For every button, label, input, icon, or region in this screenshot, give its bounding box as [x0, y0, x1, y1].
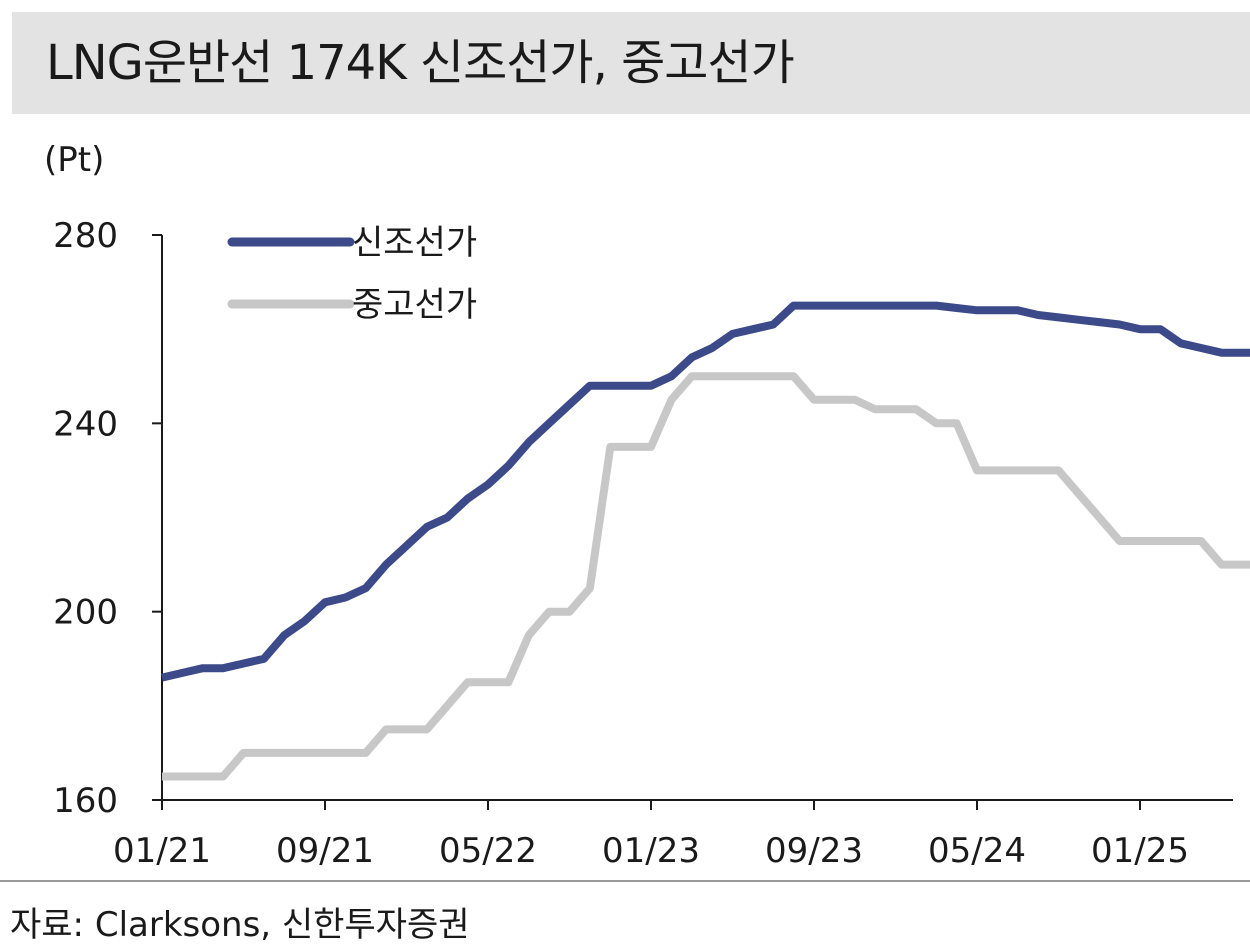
y-tick-label: 200 — [53, 593, 118, 633]
y-tick-label: 160 — [53, 781, 118, 821]
source-divider — [0, 880, 1250, 882]
chart-title: LNG운반선 174K 신조선가, 중고선가 — [46, 35, 795, 91]
y-tick-label: 280 — [53, 216, 118, 256]
series-line-second-hand — [162, 372, 1250, 781]
y-tick-label: 240 — [53, 404, 118, 444]
line-chart: 160 200 240 280 01/21 09/21 05/22 01/23 09/23 05/… — [53, 216, 1250, 871]
x-tick-label: 09/23 — [765, 831, 863, 871]
x-tick-label: 01/23 — [602, 831, 700, 871]
legend-label-new-build: 신조선가 — [352, 223, 477, 263]
title-bar: LNG운반선 174K 신조선가, 중고선가 — [12, 12, 1250, 114]
legend-label-second-hand: 중고선가 — [352, 285, 477, 325]
x-tick-label: 09/21 — [276, 831, 374, 871]
source-note: 자료: Clarksons, 신한투자증권 — [10, 905, 470, 945]
series-line-new-build — [161, 301, 1250, 682]
y-axis-unit-label: (Pt) — [44, 140, 105, 180]
x-tick-label: 05/22 — [439, 831, 537, 871]
x-tick-label: 01/25 — [1091, 831, 1189, 871]
x-tick-label: 01/21 — [113, 831, 211, 871]
x-tick-label: 05/24 — [928, 831, 1026, 871]
